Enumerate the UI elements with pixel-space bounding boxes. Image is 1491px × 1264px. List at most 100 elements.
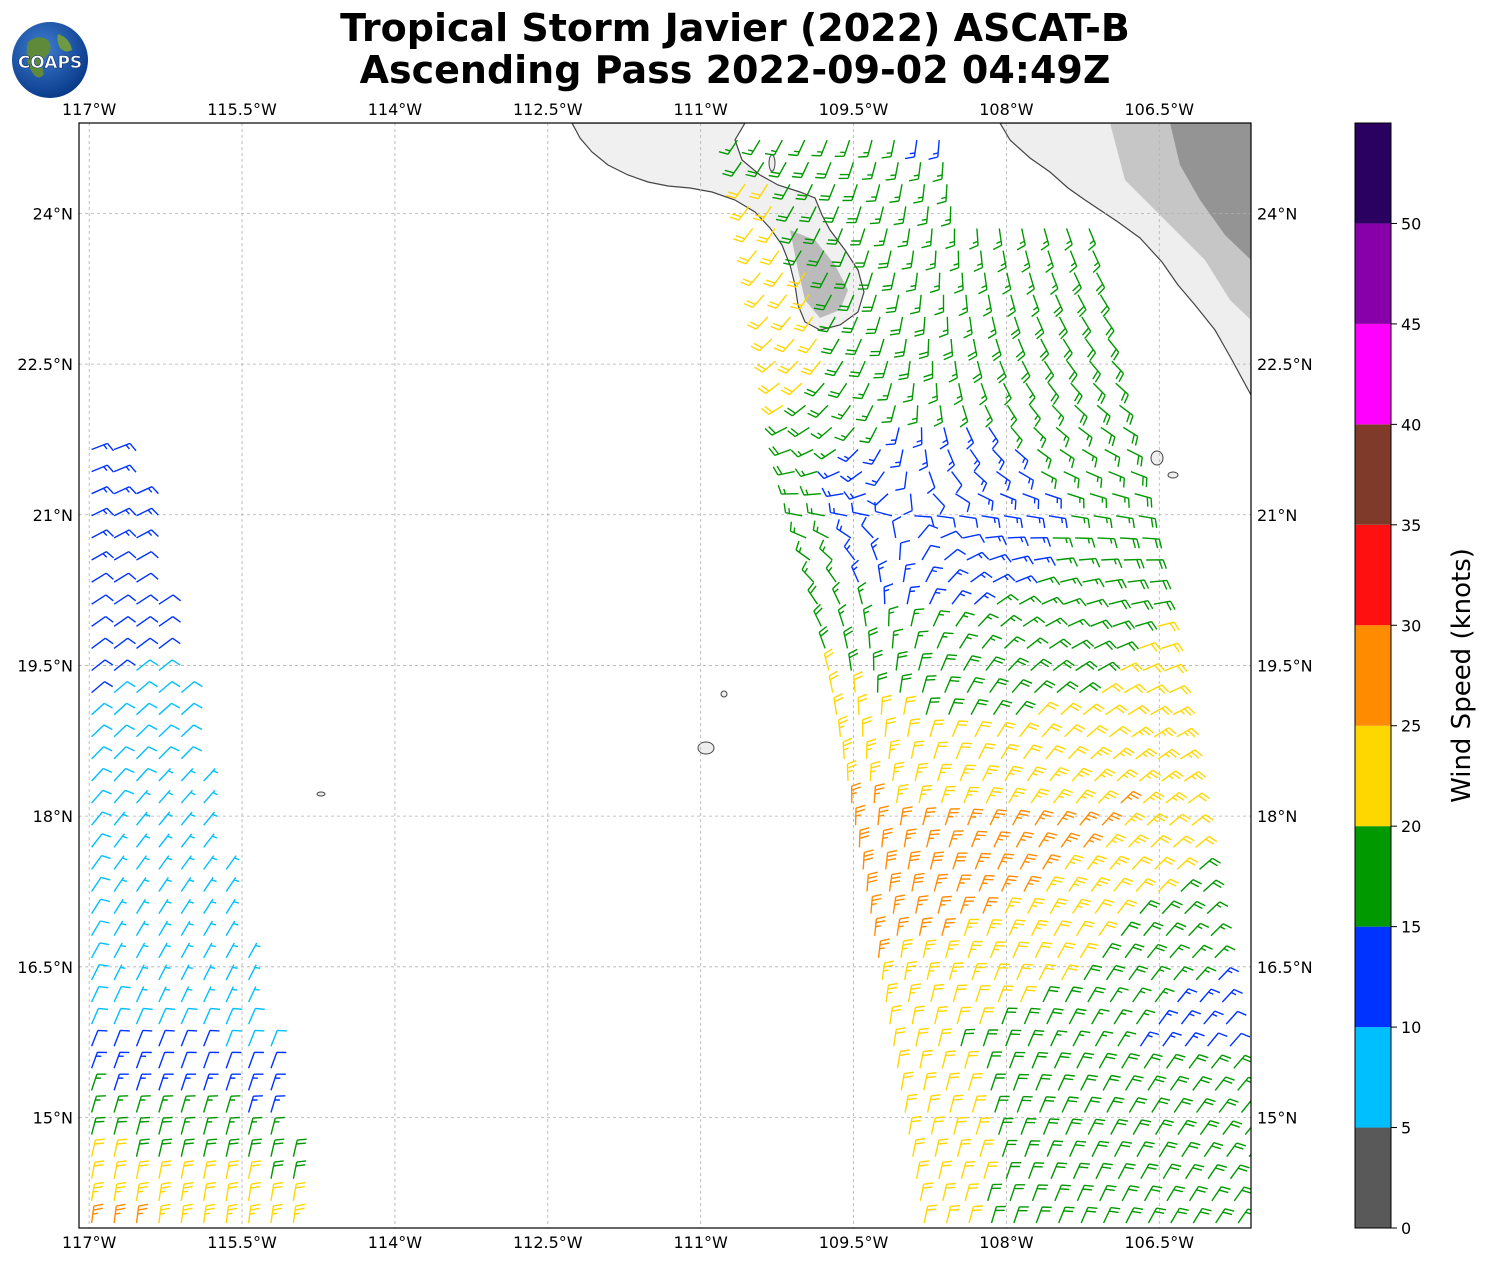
wind-barb xyxy=(158,1051,175,1069)
wind-barb xyxy=(1131,600,1154,611)
wind-barb xyxy=(1030,788,1050,804)
wind-barb xyxy=(203,898,217,914)
wind-barb xyxy=(1008,787,1027,804)
wind-barb xyxy=(1071,767,1093,782)
wind-barb xyxy=(247,1051,264,1069)
wind-barb xyxy=(1099,1184,1117,1202)
wind-barb xyxy=(964,1183,980,1202)
wind-barb xyxy=(136,572,159,583)
wind-barb xyxy=(903,828,917,848)
wind-barb xyxy=(1083,964,1103,981)
lat-tick-label-left: 18°N xyxy=(33,807,73,826)
wind-barb xyxy=(906,718,921,737)
coaps-logo: COAPS xyxy=(10,20,90,100)
wind-barb xyxy=(764,426,788,436)
wind-barb xyxy=(979,1139,995,1157)
wind-barb xyxy=(1027,897,1046,914)
wind-barb xyxy=(247,1138,262,1157)
wind-barb xyxy=(1001,1007,1018,1025)
wind-barb xyxy=(1180,878,1202,893)
wind-barb xyxy=(783,250,802,266)
wind-barb xyxy=(722,161,742,177)
wind-barb xyxy=(135,920,149,937)
wind-barb xyxy=(1012,1073,1029,1091)
wind-barb xyxy=(1113,877,1134,892)
wind-barb xyxy=(1027,1029,1045,1047)
wind-barb xyxy=(818,184,836,201)
wind-barb xyxy=(1119,537,1140,549)
wind-barb xyxy=(984,404,994,428)
wind-barb xyxy=(945,1204,961,1224)
wind-barb xyxy=(1151,1097,1171,1113)
lat-tick-label-left: 24°N xyxy=(33,204,73,223)
wind-barb xyxy=(1031,1184,1048,1202)
wind-barb xyxy=(1188,1054,1209,1069)
wind-barb xyxy=(1064,228,1073,251)
wind-barb xyxy=(900,938,914,958)
wind-barb xyxy=(925,566,944,583)
colorbar-bin xyxy=(1355,524,1391,626)
wind-barb xyxy=(941,1050,956,1069)
wind-barb xyxy=(974,852,991,870)
wind-barb xyxy=(1075,920,1095,937)
wind-barb xyxy=(1053,788,1074,804)
wind-barb xyxy=(966,551,990,561)
wind-barb xyxy=(967,338,978,361)
wind-barb xyxy=(1097,790,1119,804)
wind-barb xyxy=(203,1051,220,1069)
wind-barb xyxy=(926,471,936,494)
colorbar-tick-label: 30 xyxy=(1401,616,1421,635)
wind-barb xyxy=(970,571,993,583)
wind-barb xyxy=(135,877,150,892)
wind-barb xyxy=(1147,1075,1167,1091)
wind-barb xyxy=(1005,1029,1022,1047)
wind-barb xyxy=(750,338,773,352)
wind-barb xyxy=(113,659,136,672)
wind-barb xyxy=(1034,941,1053,959)
wind-barb xyxy=(1116,899,1138,915)
wind-barb xyxy=(1097,537,1118,549)
wind-barb xyxy=(1124,1075,1144,1091)
wind-barb xyxy=(1001,1139,1018,1157)
wind-barb xyxy=(1053,1052,1072,1069)
wind-barb xyxy=(828,670,839,693)
wind-barb xyxy=(1162,1163,1182,1180)
wind-barb xyxy=(1127,834,1150,848)
wind-barb xyxy=(1045,745,1066,760)
wind-barb xyxy=(113,1051,130,1069)
globe-logo-icon: COAPS xyxy=(12,22,88,98)
wind-barb xyxy=(1187,792,1211,804)
wind-barb xyxy=(889,184,903,203)
wind-barb xyxy=(917,524,939,539)
wind-barb xyxy=(1058,316,1068,340)
wind-barb xyxy=(1072,898,1092,914)
wind-barb xyxy=(1184,1032,1205,1047)
wind-barb xyxy=(893,1027,906,1047)
wind-barb xyxy=(932,162,944,183)
wind-barb xyxy=(937,895,952,914)
wind-barb xyxy=(733,228,754,243)
wind-barb xyxy=(158,746,180,760)
lat-tick-label-left: 22.5°N xyxy=(17,355,73,374)
colorbar-frame xyxy=(1354,122,1392,1229)
wind-barb xyxy=(1019,722,1040,738)
wind-barb xyxy=(247,964,261,981)
wind-barb xyxy=(978,1007,995,1025)
wind-barb xyxy=(904,961,918,981)
wind-barb xyxy=(1112,747,1135,760)
wind-barb xyxy=(1081,448,1098,468)
wind-barb xyxy=(113,724,136,738)
wind-barb xyxy=(113,529,137,539)
wind-barb xyxy=(1214,1076,1235,1091)
wind-barb xyxy=(926,1094,941,1113)
wind-barb xyxy=(911,1005,925,1025)
wind-barb xyxy=(270,1203,283,1224)
wind-barb xyxy=(959,896,976,914)
wind-barb xyxy=(865,316,881,335)
wind-barb xyxy=(992,228,1003,251)
wind-barb xyxy=(1041,596,1065,605)
wind-barb xyxy=(810,426,833,440)
wind-barb xyxy=(989,678,1009,694)
wind-barb xyxy=(1121,1185,1140,1202)
wind-barb xyxy=(1165,922,1187,937)
